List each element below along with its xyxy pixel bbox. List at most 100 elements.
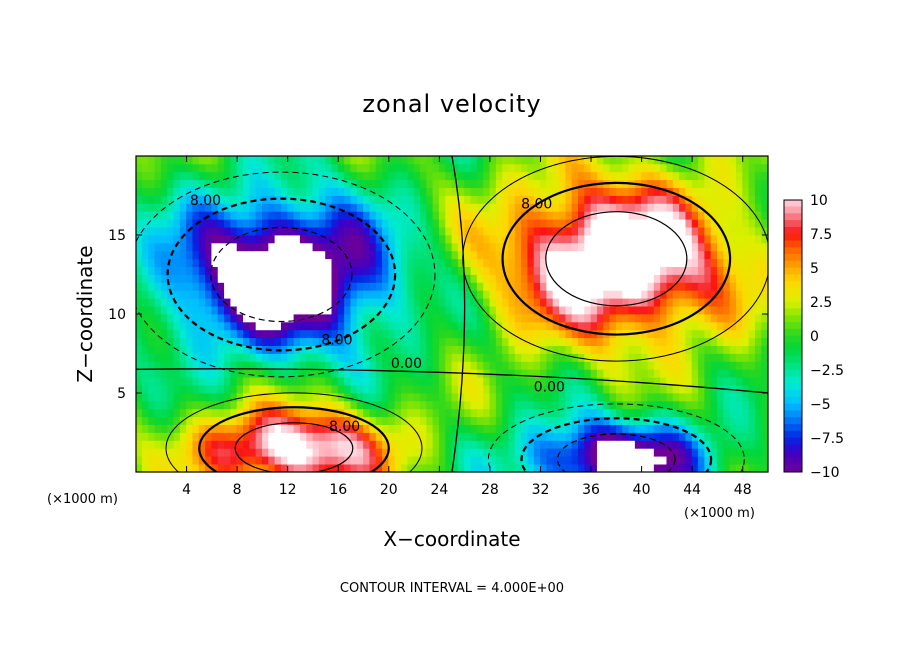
heatmap-cell	[280, 297, 289, 307]
heatmap-cell	[761, 447, 768, 457]
heatmap-cell	[363, 368, 371, 378]
heatmap-cell	[306, 195, 314, 204]
heatmap-cell	[717, 463, 725, 472]
heatmap-cell	[268, 187, 276, 196]
heatmap-cell	[432, 163, 440, 173]
heatmap-cell	[666, 242, 674, 252]
heatmap-cell	[148, 361, 156, 370]
heatmap-cell	[262, 242, 270, 252]
heatmap-cell	[363, 400, 371, 410]
heatmap-cell	[457, 424, 466, 433]
heatmap-cell	[729, 163, 737, 173]
heatmap-cell	[236, 258, 244, 267]
heatmap-cell	[615, 353, 624, 362]
heatmap-cell	[382, 368, 390, 378]
heatmap-cell	[615, 297, 624, 307]
heatmap-cell	[173, 376, 181, 386]
heatmap-cell	[489, 156, 497, 165]
heatmap-cell	[451, 258, 459, 267]
heatmap-cell	[236, 432, 244, 441]
heatmap-cell	[546, 424, 554, 433]
heatmap-cell	[211, 289, 219, 299]
heatmap-cell	[445, 187, 453, 196]
heatmap-cell	[559, 274, 567, 283]
heatmap-cell	[445, 345, 453, 354]
heatmap-cell	[205, 289, 213, 299]
heatmap-cell	[615, 195, 624, 204]
heatmap-cell	[230, 455, 238, 465]
heatmap-cell	[723, 361, 731, 370]
heatmap-cell	[211, 266, 219, 275]
heatmap-cell	[224, 234, 232, 244]
heatmap-cell	[192, 463, 200, 472]
heatmap-cell	[653, 210, 661, 220]
heatmap-cell	[653, 368, 661, 378]
colorbar-ticks: 107.552.50−2.5−5−7.5−10	[810, 193, 844, 481]
heatmap-cell	[559, 313, 567, 323]
heatmap-cell	[679, 424, 687, 433]
heatmap-cell	[489, 376, 497, 386]
heatmap-cell	[369, 210, 377, 220]
heatmap-cell	[698, 463, 706, 472]
heatmap-cell	[217, 353, 225, 362]
heatmap-cell	[736, 368, 744, 378]
heatmap-cell	[394, 313, 402, 323]
heatmap-cell	[426, 226, 434, 236]
heatmap-cell	[280, 210, 289, 220]
heatmap-cell	[217, 289, 225, 299]
heatmap-cell	[622, 455, 630, 465]
heatmap-cell	[445, 353, 453, 362]
heatmap-cell	[457, 463, 466, 472]
heatmap-cell	[382, 463, 390, 472]
heatmap-cell	[489, 337, 497, 346]
heatmap-cell	[672, 179, 680, 188]
heatmap-cell	[464, 250, 472, 260]
heatmap-cell	[382, 266, 390, 275]
heatmap-cell	[363, 234, 371, 244]
heatmap-cell	[754, 455, 763, 465]
heatmap-cell	[476, 179, 484, 188]
heatmap-cell	[186, 384, 194, 394]
heatmap-cell	[540, 353, 548, 362]
heatmap-cell	[514, 203, 522, 212]
heatmap-cell	[761, 408, 768, 418]
heatmap-cell	[306, 416, 314, 425]
heatmap-cell	[761, 242, 768, 252]
heatmap-cell	[672, 274, 680, 283]
heatmap-cell	[476, 376, 484, 386]
heatmap-cell	[388, 210, 396, 220]
heatmap-cell	[217, 400, 225, 410]
heatmap-cell	[407, 297, 415, 307]
heatmap-cell	[609, 440, 617, 449]
heatmap-cell	[559, 392, 567, 402]
heatmap-cell	[243, 447, 251, 457]
heatmap-cell	[312, 282, 320, 291]
heatmap-cell	[255, 179, 263, 188]
heatmap-cell	[445, 424, 453, 433]
heatmap-cell	[438, 179, 447, 188]
heatmap-cell	[432, 313, 440, 323]
colorbar-segment	[784, 247, 802, 255]
heatmap-cell	[552, 305, 560, 315]
heatmap-cell	[736, 345, 744, 354]
heatmap-cell	[369, 234, 377, 244]
heatmap-cell	[710, 282, 718, 291]
heatmap-cell	[552, 282, 560, 291]
heatmap-cell	[514, 163, 522, 173]
heatmap-cell	[337, 329, 345, 339]
heatmap-cell	[293, 195, 301, 204]
heatmap-cell	[527, 361, 535, 370]
heatmap-cell	[230, 187, 238, 196]
heatmap-cell	[489, 361, 497, 370]
heatmap-cell	[717, 368, 725, 378]
heatmap-cell	[748, 416, 756, 425]
heatmap-cell	[141, 329, 150, 339]
heatmap-cell	[369, 305, 377, 315]
heatmap-cell	[438, 242, 447, 252]
heatmap-cell	[407, 408, 415, 418]
heatmap-cell	[660, 400, 668, 410]
heatmap-cell	[141, 187, 150, 196]
contour-interval-text: CONTOUR INTERVAL = 4.000E+00	[340, 581, 564, 596]
heatmap-cell	[653, 345, 661, 354]
heatmap-cell	[546, 337, 554, 346]
